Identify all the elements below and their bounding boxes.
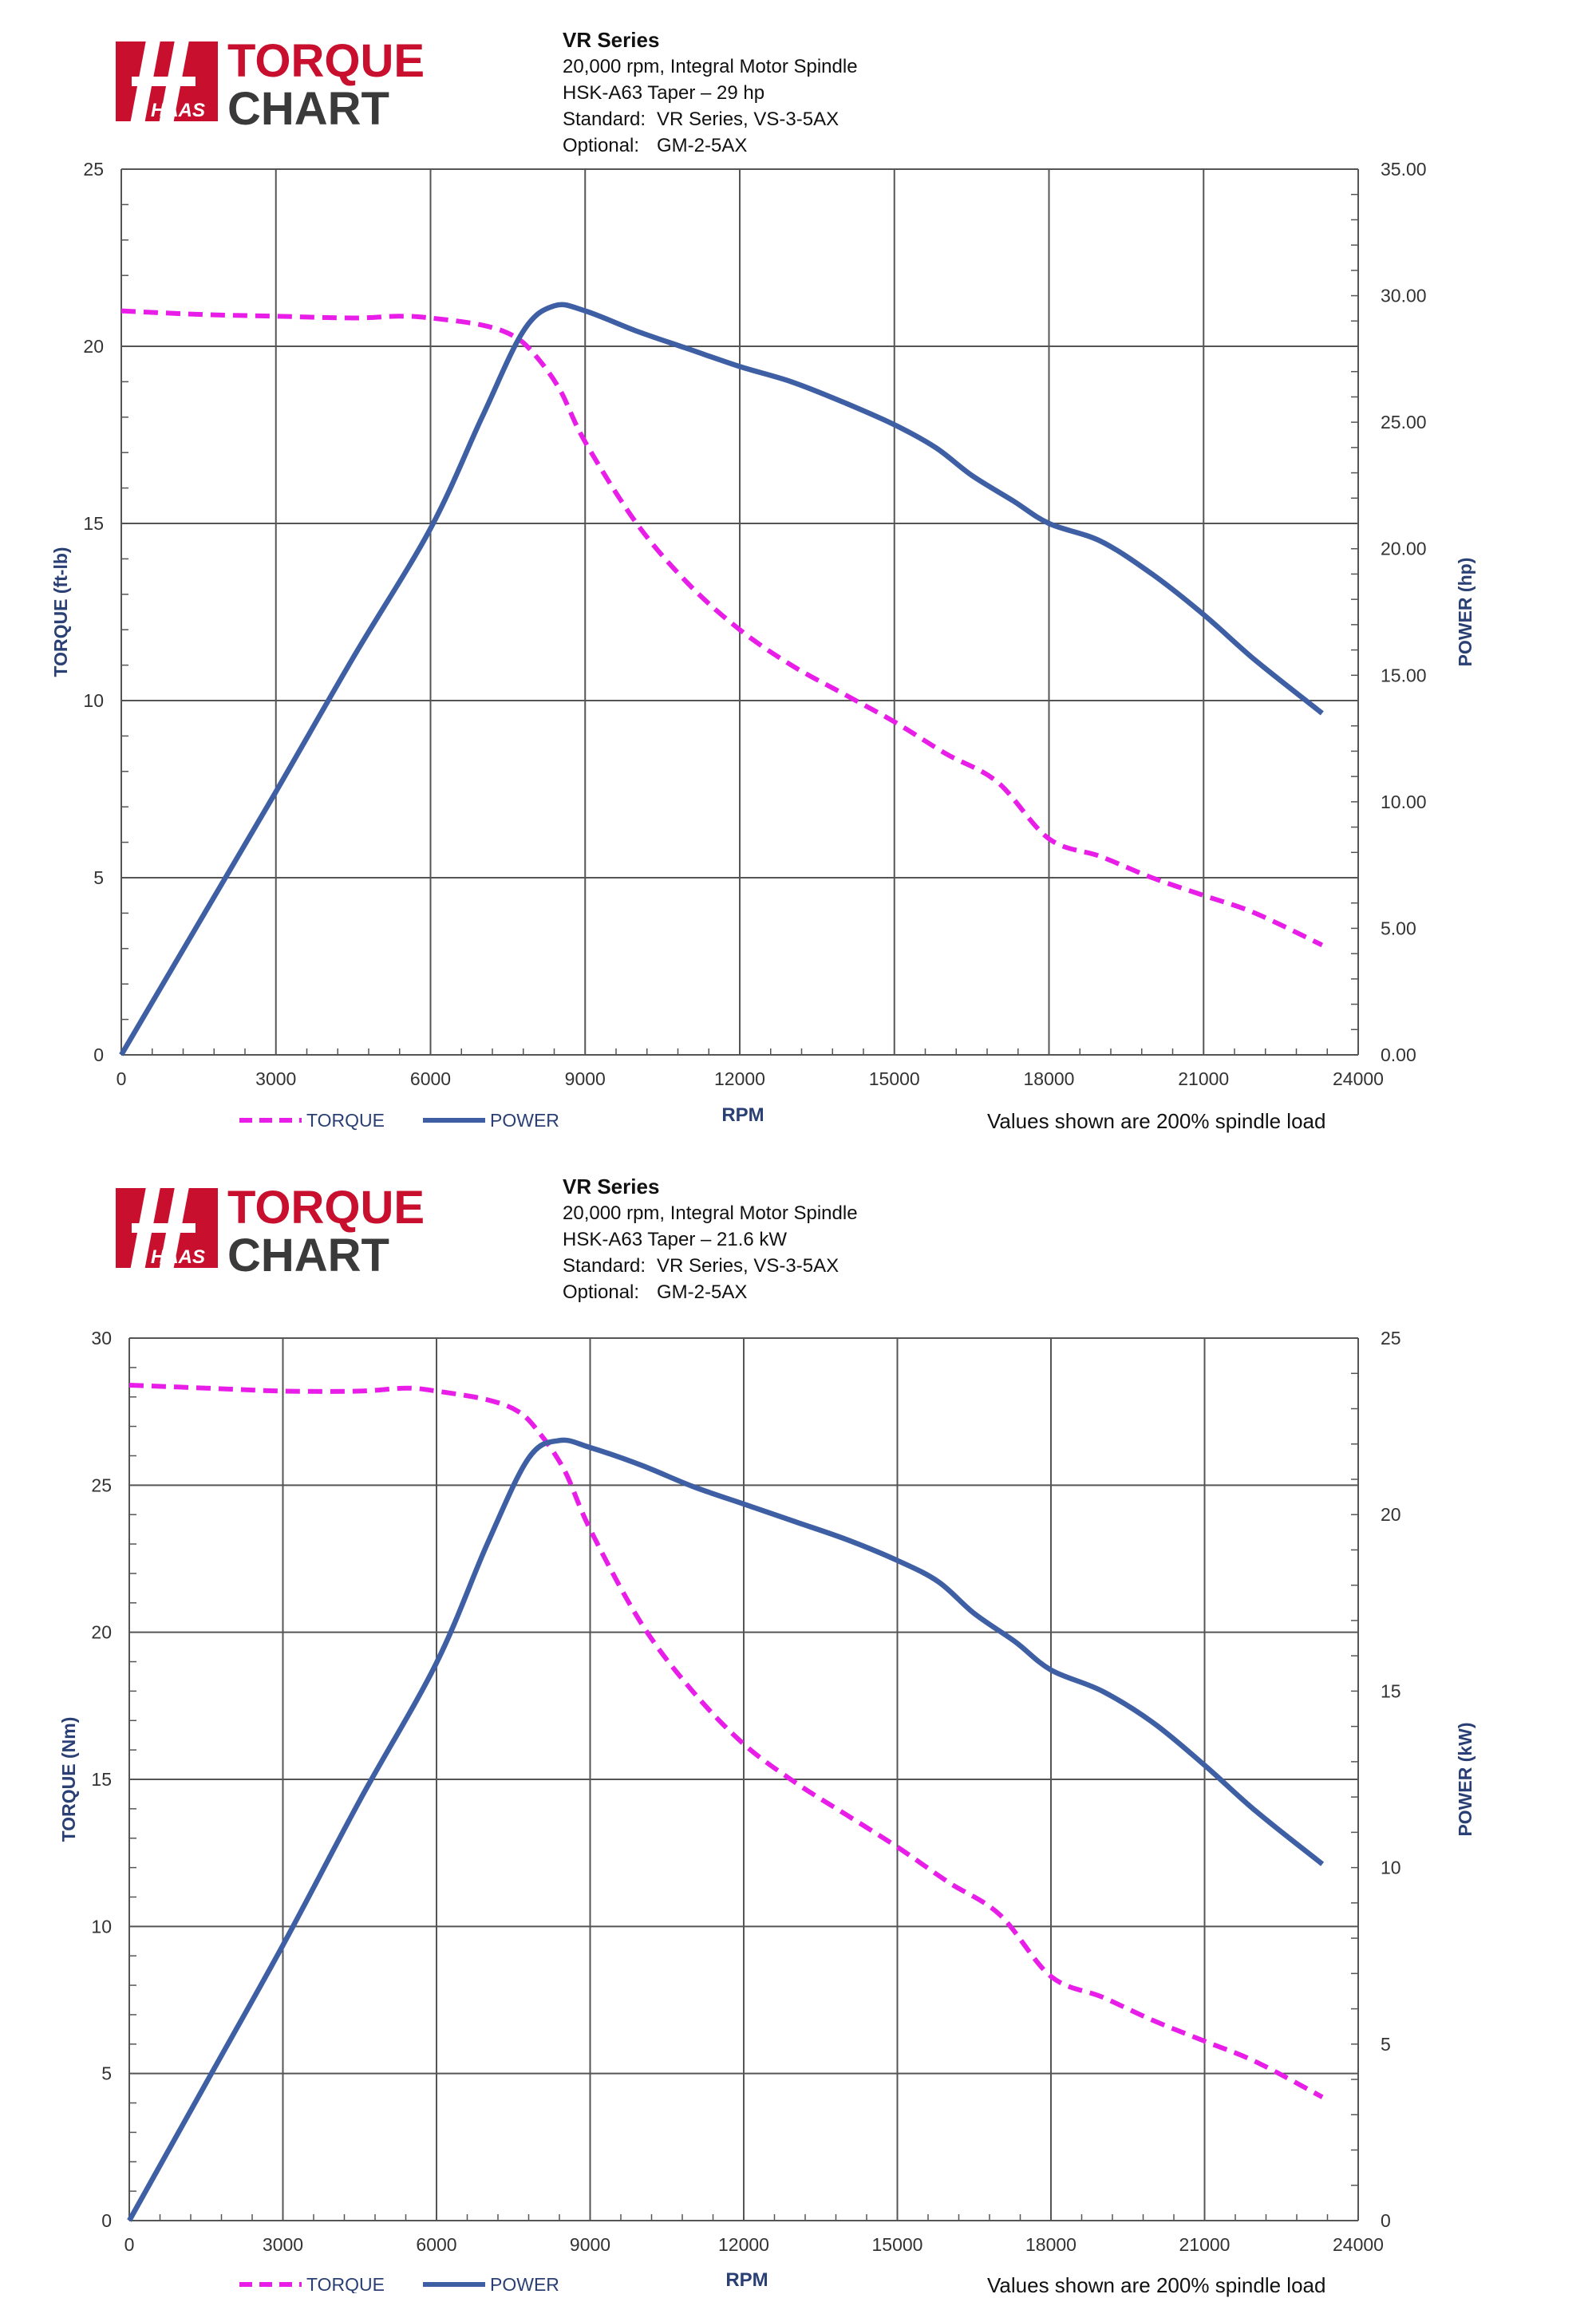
x-tick-label: 0	[117, 1068, 127, 1089]
logo-word-torque: TORQUE	[227, 35, 425, 87]
haas-torque-chart-logo: HAAS TORQUE CHART	[116, 32, 425, 134]
left-tick-label: 10	[83, 690, 104, 711]
optional-label: Optional:	[563, 135, 640, 156]
left-tick-label: 10	[91, 1916, 112, 1937]
x-tick-label: 24000	[1333, 1068, 1384, 1089]
right-tick-label: 0	[1381, 2210, 1391, 2231]
legend-torque-label: TORQUE	[306, 2274, 385, 2293]
torque-chart-panel-imperial: HAAS TORQUE CHART VR Series 20,000 rpm, …	[0, 0, 1596, 1147]
logo-mark-text: HAAS	[151, 100, 205, 121]
right-axis-label: POWER (hp)	[1455, 558, 1476, 667]
x-tick-label: 3000	[255, 1068, 296, 1089]
right-axis-label: POWER (kW)	[1455, 1722, 1476, 1836]
x-axis-label: RPM	[721, 1104, 764, 1126]
series-title: VR Series	[563, 28, 660, 52]
right-tick-label: 15	[1381, 1680, 1401, 1701]
x-tick-label: 24000	[1333, 2234, 1384, 2255]
right-tick-label: 10	[1381, 1858, 1401, 1878]
right-tick-label: 25.00	[1381, 412, 1427, 432]
x-tick-label: 18000	[1024, 1068, 1075, 1089]
legend-torque-label: TORQUE	[306, 1110, 385, 1131]
left-axis-label: TORQUE (ft-lb)	[50, 547, 71, 677]
right-tick-label: 25	[1381, 1328, 1401, 1348]
x-tick-label: 18000	[1025, 2234, 1077, 2255]
logo-mark-text: HAAS	[151, 1246, 205, 1268]
legend-power-label: POWER	[490, 2274, 559, 2293]
left-tick-label: 0	[93, 1044, 104, 1065]
chart-header: VR Series 20,000 rpm, Integral Motor Spi…	[563, 27, 858, 159]
power-series-line	[119, 302, 1324, 1056]
legend-power-label: POWER	[490, 1110, 559, 1131]
spindle-load-note: Values shown are 200% spindle load	[987, 2273, 1326, 2297]
x-tick-label: 15000	[872, 2234, 923, 2255]
left-tick-label: 25	[83, 159, 104, 180]
standard-value: VR Series, VS-3-5AX	[657, 1255, 839, 1277]
series-title: VR Series	[563, 1175, 660, 1198]
x-tick-label: 0	[124, 2234, 135, 2255]
left-tick-label: 5	[93, 867, 104, 888]
x-tick-label: 6000	[410, 1068, 451, 1089]
left-tick-label: 30	[91, 1328, 112, 1348]
standard-label: Standard:	[563, 109, 646, 130]
left-axis-label: TORQUE (Nm)	[58, 1717, 79, 1842]
right-tick-label: 10.00	[1381, 792, 1427, 812]
chart-legend: TORQUE POWER	[239, 1110, 559, 1131]
spindle-description: 20,000 rpm, Integral Motor Spindle	[563, 56, 858, 77]
right-tick-label: 35.00	[1381, 159, 1427, 180]
taper-description: HSK-A63 Taper – 21.6 kW	[563, 1229, 788, 1250]
x-tick-label: 12000	[718, 2234, 769, 2255]
chart-legend: TORQUE POWER	[239, 2274, 559, 2293]
chart-header: VR Series 20,000 rpm, Integral Motor Spi…	[563, 1174, 858, 1305]
right-tick-label: 5	[1381, 2034, 1391, 2055]
optional-label: Optional:	[563, 1281, 640, 1303]
right-tick-label: 15.00	[1381, 665, 1427, 685]
logo-word-chart: CHART	[227, 1230, 389, 1281]
torque-power-plot: 0 5 10 15 20 25 30 0 5 10 15 20 25 0 3000 6000 9000 120…	[58, 1328, 1476, 2293]
standard-value: VR Series, VS-3-5AX	[657, 109, 839, 130]
x-tick-label: 6000	[416, 2234, 456, 2255]
x-tick-label: 3000	[263, 2234, 303, 2255]
spindle-load-note: Values shown are 200% spindle load	[987, 1109, 1326, 1133]
x-tick-label: 21000	[1178, 1068, 1229, 1089]
left-tick-label: 5	[101, 2063, 112, 2084]
x-tick-label: 15000	[869, 1068, 920, 1089]
x-tick-label: 9000	[570, 2234, 610, 2255]
optional-value: GM-2-5AX	[657, 135, 748, 156]
left-tick-label: 25	[91, 1475, 112, 1495]
taper-description: HSK-A63 Taper – 29 hp	[563, 82, 765, 104]
right-tick-label: 30.00	[1381, 286, 1427, 306]
haas-torque-chart-logo: HAAS TORQUE CHART	[116, 1179, 425, 1281]
left-tick-label: 15	[91, 1769, 112, 1790]
right-tick-label: 20	[1381, 1504, 1401, 1525]
torque-chart-panel-metric: HAAS TORQUE CHART VR Series 20,000 rpm, …	[0, 1147, 1596, 2297]
left-tick-label: 0	[101, 2210, 112, 2231]
logo-word-chart: CHART	[227, 83, 389, 134]
left-tick-label: 20	[83, 336, 104, 357]
torque-series-line	[120, 308, 1324, 948]
right-tick-label: 20.00	[1381, 539, 1427, 559]
standard-label: Standard:	[563, 1255, 646, 1277]
torque-series-line	[128, 1383, 1324, 2099]
left-tick-label: 20	[91, 1622, 112, 1643]
x-tick-label: 9000	[565, 1068, 606, 1089]
right-tick-label: 0.00	[1381, 1044, 1416, 1065]
x-tick-label: 12000	[714, 1068, 765, 1089]
x-tick-label: 21000	[1179, 2234, 1231, 2255]
spindle-description: 20,000 rpm, Integral Motor Spindle	[563, 1202, 858, 1224]
torque-power-plot: 0 5 10 15 20 25 0.00 5.00 10.00 15.00 20.00 25.00 3…	[50, 159, 1476, 1131]
left-tick-label: 15	[83, 513, 104, 534]
optional-value: GM-2-5AX	[657, 1281, 748, 1303]
power-series-line	[127, 1437, 1325, 2222]
logo-word-torque: TORQUE	[227, 1182, 425, 1234]
x-axis-label: RPM	[725, 2269, 768, 2291]
right-tick-label: 5.00	[1381, 918, 1416, 938]
